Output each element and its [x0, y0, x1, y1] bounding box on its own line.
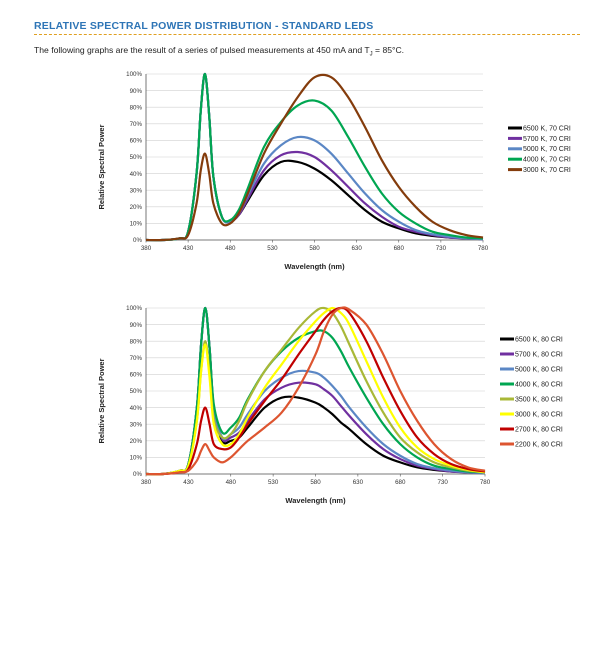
y-tick-label: 60% — [130, 372, 143, 379]
y-axis-title: Relative Spectral Power — [97, 124, 106, 209]
x-tick-label: 480 — [225, 245, 236, 252]
intro-text: The following graphs are the result of a… — [34, 45, 404, 58]
spd-chart-70cri: 0% 10% 20% 30% 40% 50% 60% 70% 80% 90% 100% 380 430 4… — [97, 71, 571, 271]
y-tick-label: 30% — [130, 421, 143, 428]
title-divider — [34, 34, 580, 35]
y-tick-label: 0% — [133, 471, 142, 478]
series-line-6 — [145, 306, 486, 476]
series-line-5 — [145, 306, 486, 476]
series-line-4 — [145, 73, 484, 242]
legend-label: 5700 K, 80 CRI — [515, 351, 563, 358]
x-tick-label: 730 — [436, 245, 447, 252]
legend-label: 2200 K, 80 CRI — [515, 441, 563, 448]
x-tick-label: 380 — [141, 479, 152, 486]
y-tick-label: 90% — [130, 88, 143, 95]
x-tick-label: 380 — [141, 245, 152, 252]
legend-label: 5000 K, 70 CRI — [523, 146, 571, 153]
x-tick-label: 580 — [309, 245, 320, 252]
x-tick-label: 780 — [480, 479, 491, 486]
intro-subscript: J — [369, 51, 373, 58]
x-tick-label: 730 — [437, 479, 448, 486]
x-tick-label: 430 — [183, 245, 194, 252]
y-tick-label: 40% — [130, 171, 143, 178]
y-tick-label: 100% — [126, 71, 142, 78]
x-tick-label: 480 — [226, 479, 237, 486]
x-tick-label: 530 — [268, 479, 279, 486]
x-tick-label: 680 — [394, 245, 405, 252]
legend-label: 3000 K, 80 CRI — [515, 411, 563, 418]
y-tick-label: 90% — [130, 322, 143, 329]
series-line-3 — [145, 72, 484, 242]
x-tick-label: 780 — [478, 245, 489, 252]
x-tick-label: 580 — [310, 479, 321, 486]
x-tick-label: 630 — [351, 245, 362, 252]
y-tick-label: 100% — [126, 305, 142, 312]
y-tick-label: 50% — [130, 388, 143, 395]
x-tick-label: 530 — [267, 245, 278, 252]
y-tick-label: 10% — [130, 221, 143, 228]
y-tick-label: 0% — [133, 237, 142, 244]
spd-chart-80cri: 0% 10% 20% 30% 40% 50% 60% 70% 80% 90% 100% 380 430 4… — [97, 305, 563, 505]
y-tick-label: 30% — [130, 187, 143, 194]
x-tick-label: 680 — [395, 479, 406, 486]
y-tick-label: 50% — [130, 154, 143, 161]
y-tick-label: 70% — [130, 355, 143, 362]
legend-label: 6500 K, 70 CRI — [523, 125, 571, 132]
y-tick-label: 40% — [130, 405, 143, 412]
y-tick-label: 20% — [130, 204, 143, 211]
page-title: RELATIVE SPECTRAL POWER DISTRIBUTION - S… — [34, 20, 374, 32]
y-tick-label: 60% — [130, 138, 143, 145]
x-axis-title: Wavelength (nm) — [284, 262, 345, 271]
y-tick-label: 20% — [130, 438, 143, 445]
x-tick-label: 430 — [183, 479, 194, 486]
legend-label: 3500 K, 80 CRI — [515, 396, 563, 403]
x-axis-title: Wavelength (nm) — [285, 496, 346, 505]
legend-label: 4000 K, 70 CRI — [523, 157, 571, 164]
y-axis-title: Relative Spectral Power — [97, 358, 106, 443]
legend-label: 3000 K, 70 CRI — [523, 167, 571, 174]
x-tick-label: 630 — [353, 479, 364, 486]
intro-text-before: The following graphs are the result of a… — [34, 45, 370, 55]
legend-label: 5000 K, 80 CRI — [515, 366, 563, 373]
y-tick-label: 80% — [130, 104, 143, 111]
legend-label: 5700 K, 70 CRI — [523, 136, 571, 143]
series-line-7 — [145, 306, 486, 476]
y-tick-label: 10% — [130, 455, 143, 462]
intro-text-after: = 85°C. — [372, 45, 405, 55]
y-tick-label: 80% — [130, 338, 143, 345]
y-tick-label: 70% — [130, 121, 143, 128]
legend-label: 4000 K, 80 CRI — [515, 381, 563, 388]
legend-label: 2700 K, 80 CRI — [515, 426, 563, 433]
legend-label: 6500 K, 80 CRI — [515, 336, 563, 343]
